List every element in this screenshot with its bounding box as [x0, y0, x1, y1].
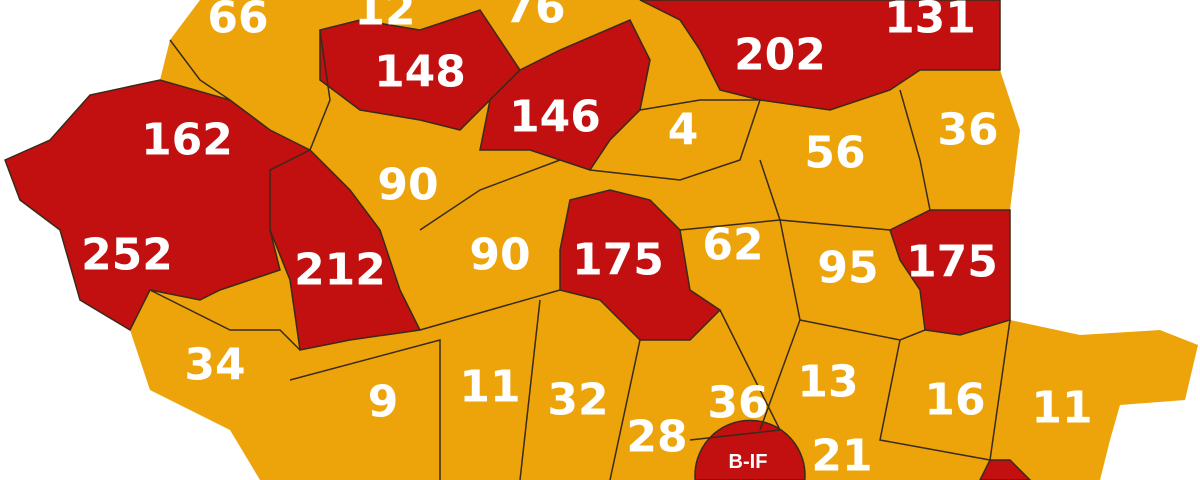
- county-value-label: 175: [906, 237, 998, 288]
- county-value-label: 146: [509, 92, 601, 143]
- county-borders: [149, 29, 1011, 480]
- county-value-label: 252: [81, 230, 173, 281]
- county-value-label: 34: [184, 340, 245, 391]
- region-175-center: [559, 189, 722, 341]
- county-value-label: 11: [459, 362, 520, 413]
- county-value-label: 76: [504, 0, 565, 34]
- county-value-label: 162: [141, 115, 233, 166]
- bucharest-ilfov-marker: [694, 419, 806, 480]
- county-value-label: 32: [547, 375, 608, 426]
- county-value-label: 4: [668, 105, 699, 156]
- county-value-label: 212: [294, 245, 386, 296]
- county-value-label: 202: [734, 30, 826, 81]
- county-value-label: 56: [804, 128, 865, 179]
- county-value-label: 28: [626, 412, 687, 463]
- county-value-label: 9: [368, 377, 399, 428]
- county-value-label: 36: [937, 105, 998, 156]
- county-value-label: 95: [817, 243, 878, 294]
- region-south-east-high: [979, 459, 1032, 480]
- county-value-label: 90: [377, 160, 438, 211]
- county-labels: 66 12 76 131 148 202 162 146 4 56 36 90 252 212 90 175 6…: [81, 0, 1093, 480]
- county-value-label: 16: [924, 375, 985, 426]
- county-value-label: 175: [572, 235, 664, 286]
- region-175-east: [889, 209, 1011, 336]
- county-value-label: 12: [354, 0, 415, 36]
- county-value-label: 13: [797, 357, 858, 408]
- bucharest-ilfov-label: B-IF: [729, 451, 768, 473]
- county-value-label: 62: [702, 220, 763, 271]
- region-146: [479, 19, 651, 171]
- county-value-label: 21: [811, 431, 872, 480]
- county-value-label: 90: [469, 230, 530, 281]
- county-value-label: 36: [707, 378, 768, 429]
- county-value-label: 148: [374, 47, 466, 98]
- county-value-label: 11: [1031, 383, 1092, 434]
- region-west-high: [4, 79, 312, 332]
- region-north-east-high: [639, 0, 1001, 111]
- county-value-label: 131: [884, 0, 976, 44]
- county-value-label: 66: [207, 0, 268, 44]
